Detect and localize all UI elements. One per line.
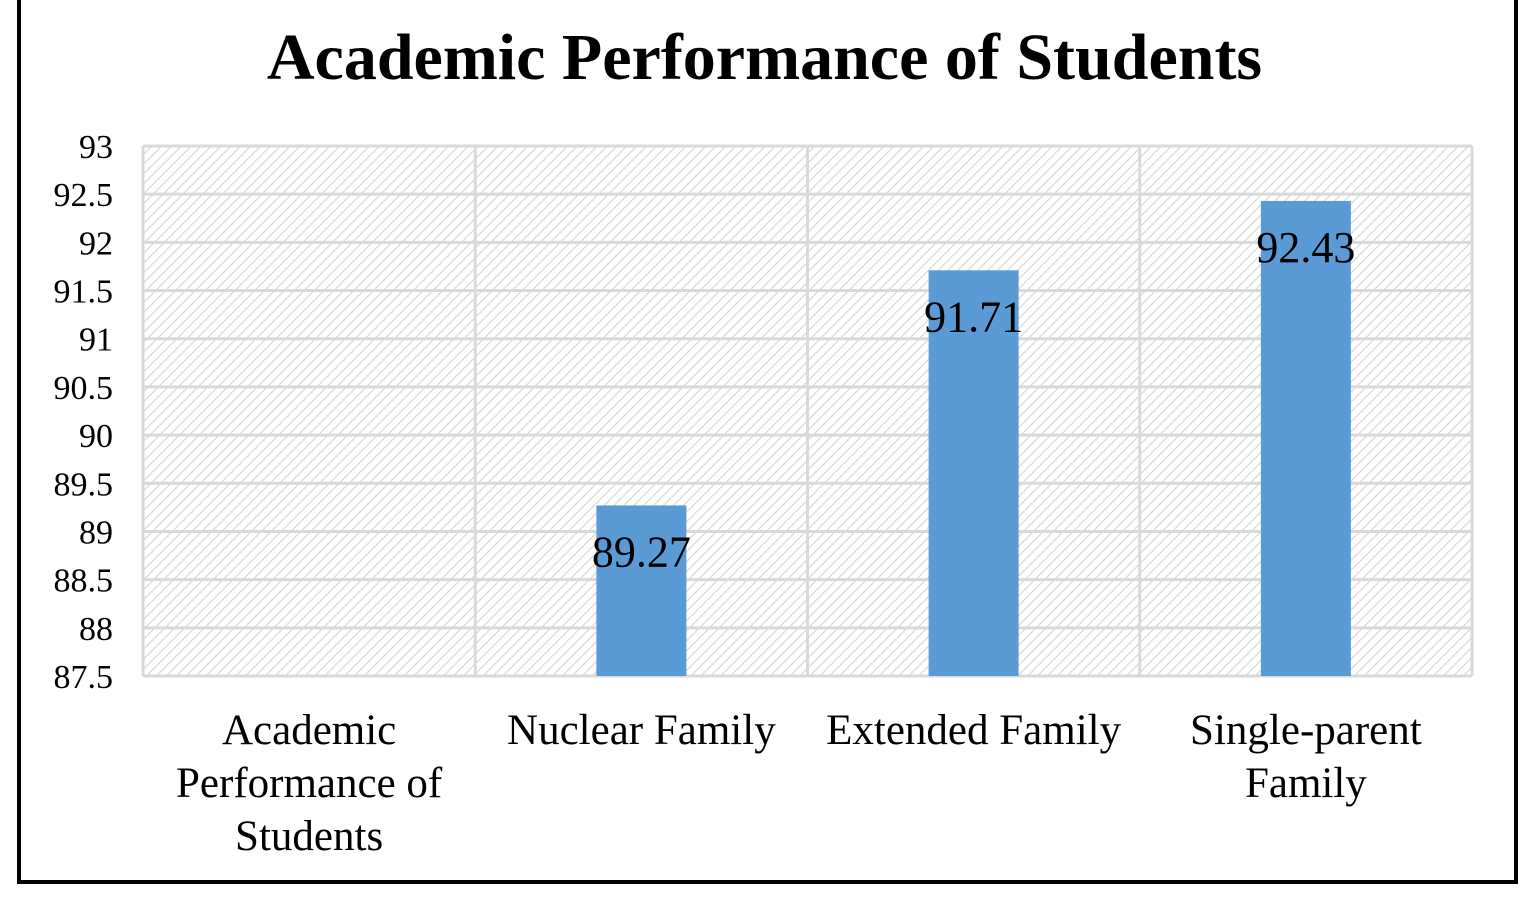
y-tick-label: 93	[79, 129, 113, 166]
x-tick-label: Academic	[222, 707, 396, 754]
y-tick-label: 89.5	[54, 466, 114, 503]
x-tick-label: Family	[1245, 760, 1367, 807]
y-tick-label: 90.5	[54, 370, 114, 407]
x-tick-label: Extended Family	[826, 707, 1121, 754]
data-label: 91.71	[924, 292, 1023, 341]
chart-title: Academic Performance of Students	[266, 21, 1263, 94]
y-tick-label: 91	[79, 322, 113, 359]
y-tick-label: 90	[79, 418, 113, 455]
data-label: 92.43	[1256, 223, 1355, 272]
bar	[928, 270, 1019, 676]
x-tick-label: Students	[235, 813, 383, 860]
x-tick-label: Nuclear Family	[507, 707, 776, 754]
y-tick-label: 89	[79, 514, 113, 551]
y-tick-label: 92.5	[54, 177, 114, 214]
x-tick-label: Performance of	[176, 760, 443, 807]
bar	[596, 505, 687, 676]
data-label: 89.27	[592, 527, 691, 576]
y-tick-label: 91.5	[54, 274, 114, 311]
x-tick-label: Single-parent	[1190, 707, 1422, 754]
y-tick-label: 87.5	[54, 659, 114, 696]
y-tick-label: 92	[79, 225, 113, 262]
y-tick-label: 88.5	[54, 563, 114, 600]
y-tick-label: 88	[79, 611, 113, 648]
bar	[1260, 200, 1351, 676]
